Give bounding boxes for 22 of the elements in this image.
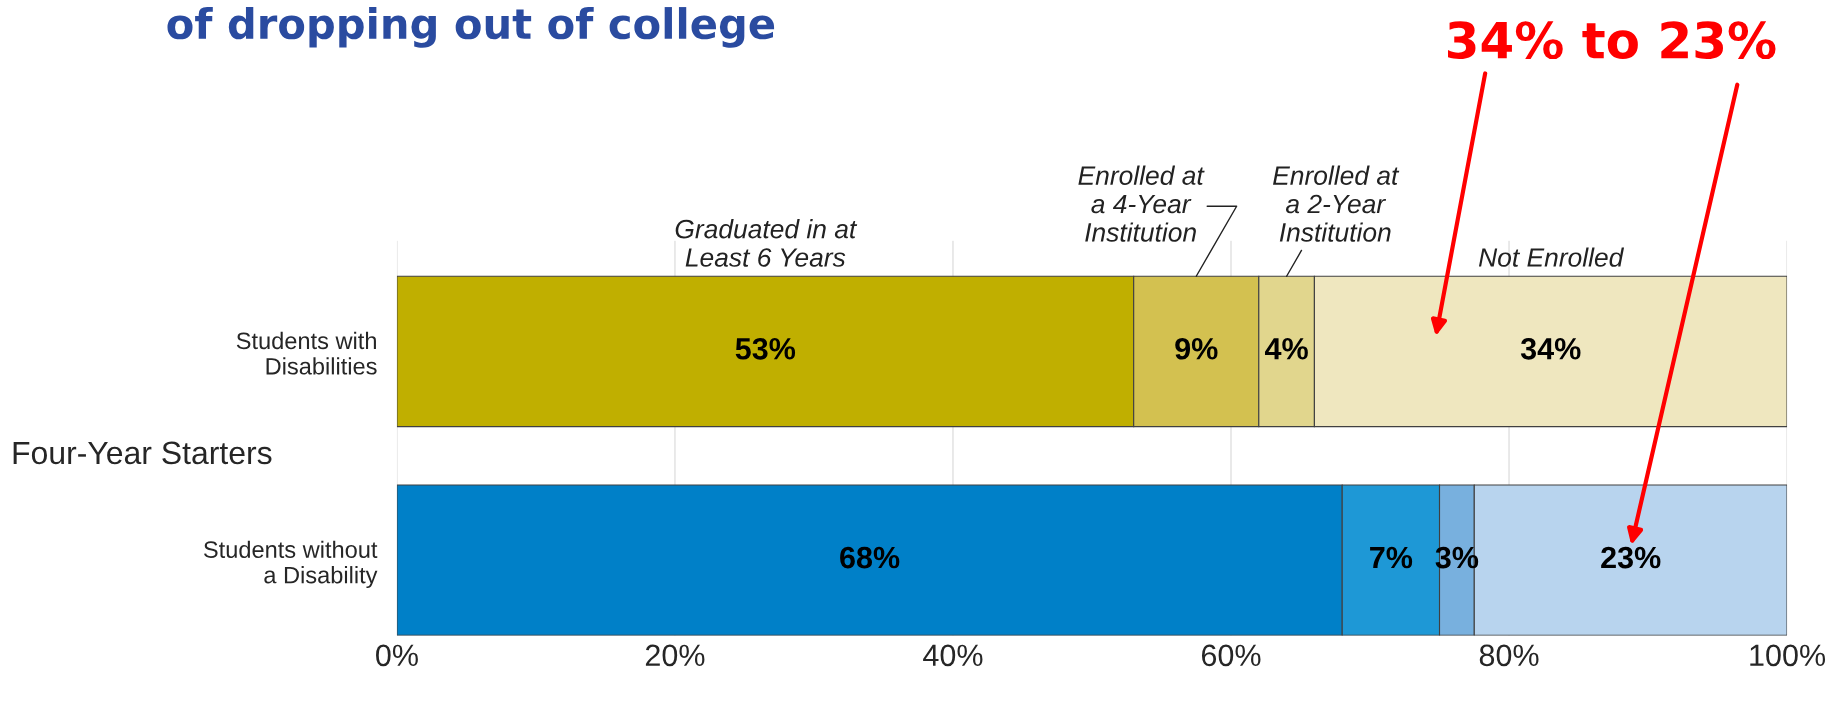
series-label: Enrolled at a 2-Year Institution bbox=[1273, 165, 1400, 242]
data-label: 9% bbox=[1175, 337, 1218, 360]
data-label: 53% bbox=[735, 337, 796, 360]
data-label: 4% bbox=[1264, 338, 1308, 360]
x-tick-label: 100% bbox=[1750, 644, 1826, 667]
series-label: Graduated in at Least 6 Years bbox=[675, 219, 858, 267]
x-tick-label: 20% bbox=[645, 644, 705, 667]
chart-title: of dropping out of college bbox=[167, 7, 775, 48]
data-label: 7% bbox=[1370, 546, 1413, 569]
data-label: 34% bbox=[1520, 337, 1581, 360]
data-label: 23% bbox=[1601, 546, 1661, 569]
series-label: Not Enrolled bbox=[1478, 247, 1625, 267]
series-label: Enrolled at a 4-Year Institution bbox=[1078, 165, 1205, 242]
text: Four-Year Starters bbox=[13, 441, 272, 465]
y-tick-label: Students with Disabilities bbox=[236, 331, 377, 375]
data-label: 68% bbox=[840, 546, 900, 569]
x-tick-label: 40% bbox=[923, 644, 983, 667]
text: 34% to 23% bbox=[1448, 21, 1776, 60]
x-tick-label: 0% bbox=[376, 644, 418, 667]
y-tick-label: Students without a Disability bbox=[203, 540, 378, 589]
x-tick-label: 80% bbox=[1479, 644, 1539, 667]
x-tick-label: 60% bbox=[1201, 644, 1261, 667]
